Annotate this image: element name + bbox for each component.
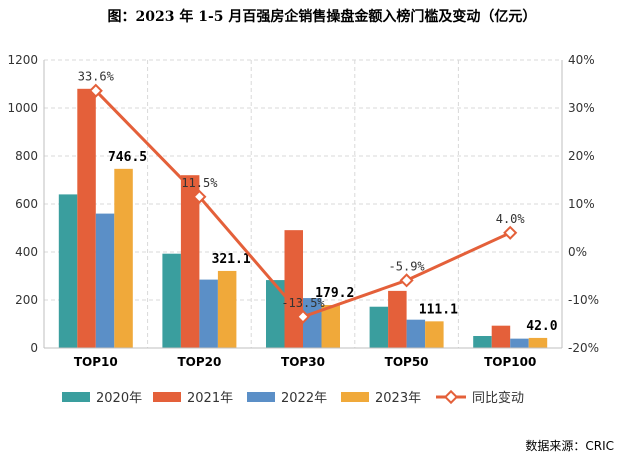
legend-swatch-2020 bbox=[62, 392, 90, 402]
x-tick-label: TOP20 bbox=[177, 355, 221, 369]
yoy-line: 33.6% 11.5% -13.5% -5.9% 4.0% bbox=[78, 70, 526, 324]
x-tick-label: TOP30 bbox=[281, 355, 325, 369]
bar-top100-2021 bbox=[491, 325, 511, 348]
source-note: 数据来源：CRIC bbox=[525, 439, 614, 453]
y-right-tick-label: -10% bbox=[568, 293, 599, 307]
bar-top30-2021 bbox=[284, 230, 303, 348]
bars: 746.5 321.1 179.2 111.1 42.0 bbox=[58, 88, 558, 349]
bar-top30-2023 bbox=[321, 304, 340, 348]
legend-label: 2021年 bbox=[187, 391, 233, 406]
y-left-tick-label: 600 bbox=[15, 197, 38, 211]
legend-label: 2023年 bbox=[375, 391, 421, 406]
y-left-tick-label: 200 bbox=[15, 293, 38, 307]
y-right-tick-label: 10% bbox=[568, 197, 595, 211]
legend-swatch-2023 bbox=[341, 392, 369, 402]
legend-label: 同比变动 bbox=[472, 390, 524, 406]
bar-top20-2020 bbox=[162, 253, 181, 348]
bar-top50-2021 bbox=[388, 290, 407, 348]
bar-top100-2022 bbox=[510, 338, 529, 348]
data-label-2023: 746.5 bbox=[108, 150, 147, 165]
data-label-2023: 179.2 bbox=[315, 286, 354, 301]
bar-top30-2020 bbox=[266, 280, 285, 348]
y-left-tick-label: 400 bbox=[15, 245, 38, 259]
legend-swatch-2022 bbox=[247, 392, 275, 402]
x-tick-label: TOP100 bbox=[484, 355, 536, 369]
data-label-2023: 321.1 bbox=[212, 252, 251, 267]
y-right-tick-label: 20% bbox=[568, 149, 595, 163]
bar-top10-2021 bbox=[77, 88, 96, 349]
x-tick-label: TOP10 bbox=[74, 355, 118, 369]
legend-swatch-2021 bbox=[153, 392, 181, 402]
data-label-2023: 111.1 bbox=[419, 302, 458, 317]
bar-top10-2023 bbox=[114, 168, 133, 348]
y-left-tick-label: 1000 bbox=[7, 101, 38, 115]
yoy-point bbox=[88, 83, 103, 98]
bar-top20-2021 bbox=[180, 175, 200, 348]
yoy-label: -5.9% bbox=[389, 259, 426, 273]
y-right-tick-label: 0% bbox=[568, 245, 587, 259]
data-label-2023: 42.0 bbox=[526, 319, 557, 334]
bar-top100-2023 bbox=[528, 337, 548, 348]
legend-line-marker bbox=[443, 389, 459, 405]
y-left-tick-label: 1200 bbox=[7, 53, 38, 67]
bar-top50-2022 bbox=[406, 319, 426, 348]
bar-top20-2022 bbox=[199, 279, 218, 348]
bar-top50-2020 bbox=[369, 306, 389, 348]
yoy-point bbox=[192, 189, 207, 204]
yoy-label: 33.6% bbox=[78, 70, 115, 84]
y-right-tick-label: 40% bbox=[568, 53, 595, 67]
bar-top20-2023 bbox=[217, 270, 237, 348]
y-right-tick-label: -20% bbox=[568, 341, 599, 355]
bar-top50-2023 bbox=[425, 321, 444, 348]
y-right-tick-label: 30% bbox=[568, 101, 595, 115]
legend-label: 2022年 bbox=[281, 391, 327, 406]
chart-title: 图：2023 年 1-5 月百强房企销售操盘金额入榜门槛及变动（亿元） bbox=[107, 9, 537, 25]
bar-top100-2020 bbox=[473, 336, 492, 348]
yoy-point bbox=[399, 273, 414, 288]
bar-top10-2020 bbox=[58, 194, 78, 348]
legend: 2020年 2021年 2022年 2023年 同比变动 bbox=[62, 389, 524, 406]
yoy-label: 4.0% bbox=[496, 212, 526, 226]
y-left-tick-label: 800 bbox=[15, 149, 38, 163]
yoy-label: 11.5% bbox=[181, 176, 218, 190]
legend-label: 2020年 bbox=[96, 391, 142, 406]
yoy-label: -13.5% bbox=[281, 296, 325, 310]
yoy-point bbox=[503, 225, 518, 240]
yoy-point bbox=[295, 309, 311, 324]
y-left-tick-label: 0 bbox=[30, 341, 38, 355]
axes: 0 200 400 600 800 1000 1200 -20% -10% 0% 10% 20% 30%… bbox=[7, 53, 599, 369]
x-tick-label: TOP50 bbox=[385, 355, 429, 369]
bar-top10-2022 bbox=[95, 213, 115, 348]
